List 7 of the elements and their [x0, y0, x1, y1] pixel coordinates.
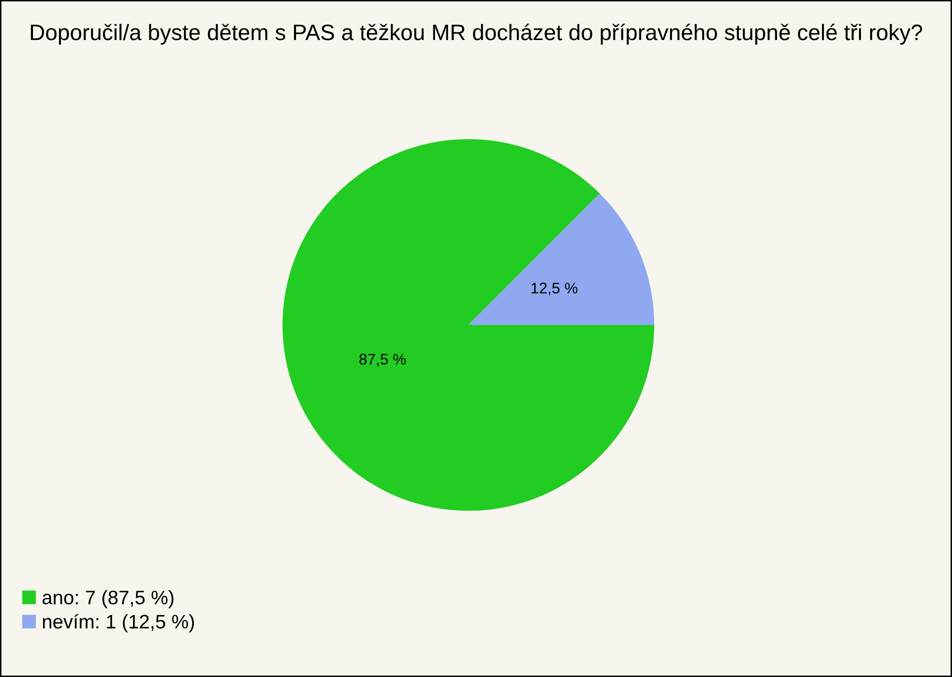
data-label: 12,5 %	[532, 282, 578, 296]
pie-slice	[468, 194, 654, 325]
legend-label: nevím: 1 (12,5 %)	[42, 614, 194, 632]
data-label: 87,5 %	[359, 354, 406, 366]
legend-label: ano: 7 (87,5 %)	[42, 590, 174, 608]
chart-title: Doporučil/a byste dětem s PAS a těžkou MR docházet do přípravného stupně celé tři roky?	[30, 24, 922, 45]
pie-slice	[282, 139, 654, 511]
